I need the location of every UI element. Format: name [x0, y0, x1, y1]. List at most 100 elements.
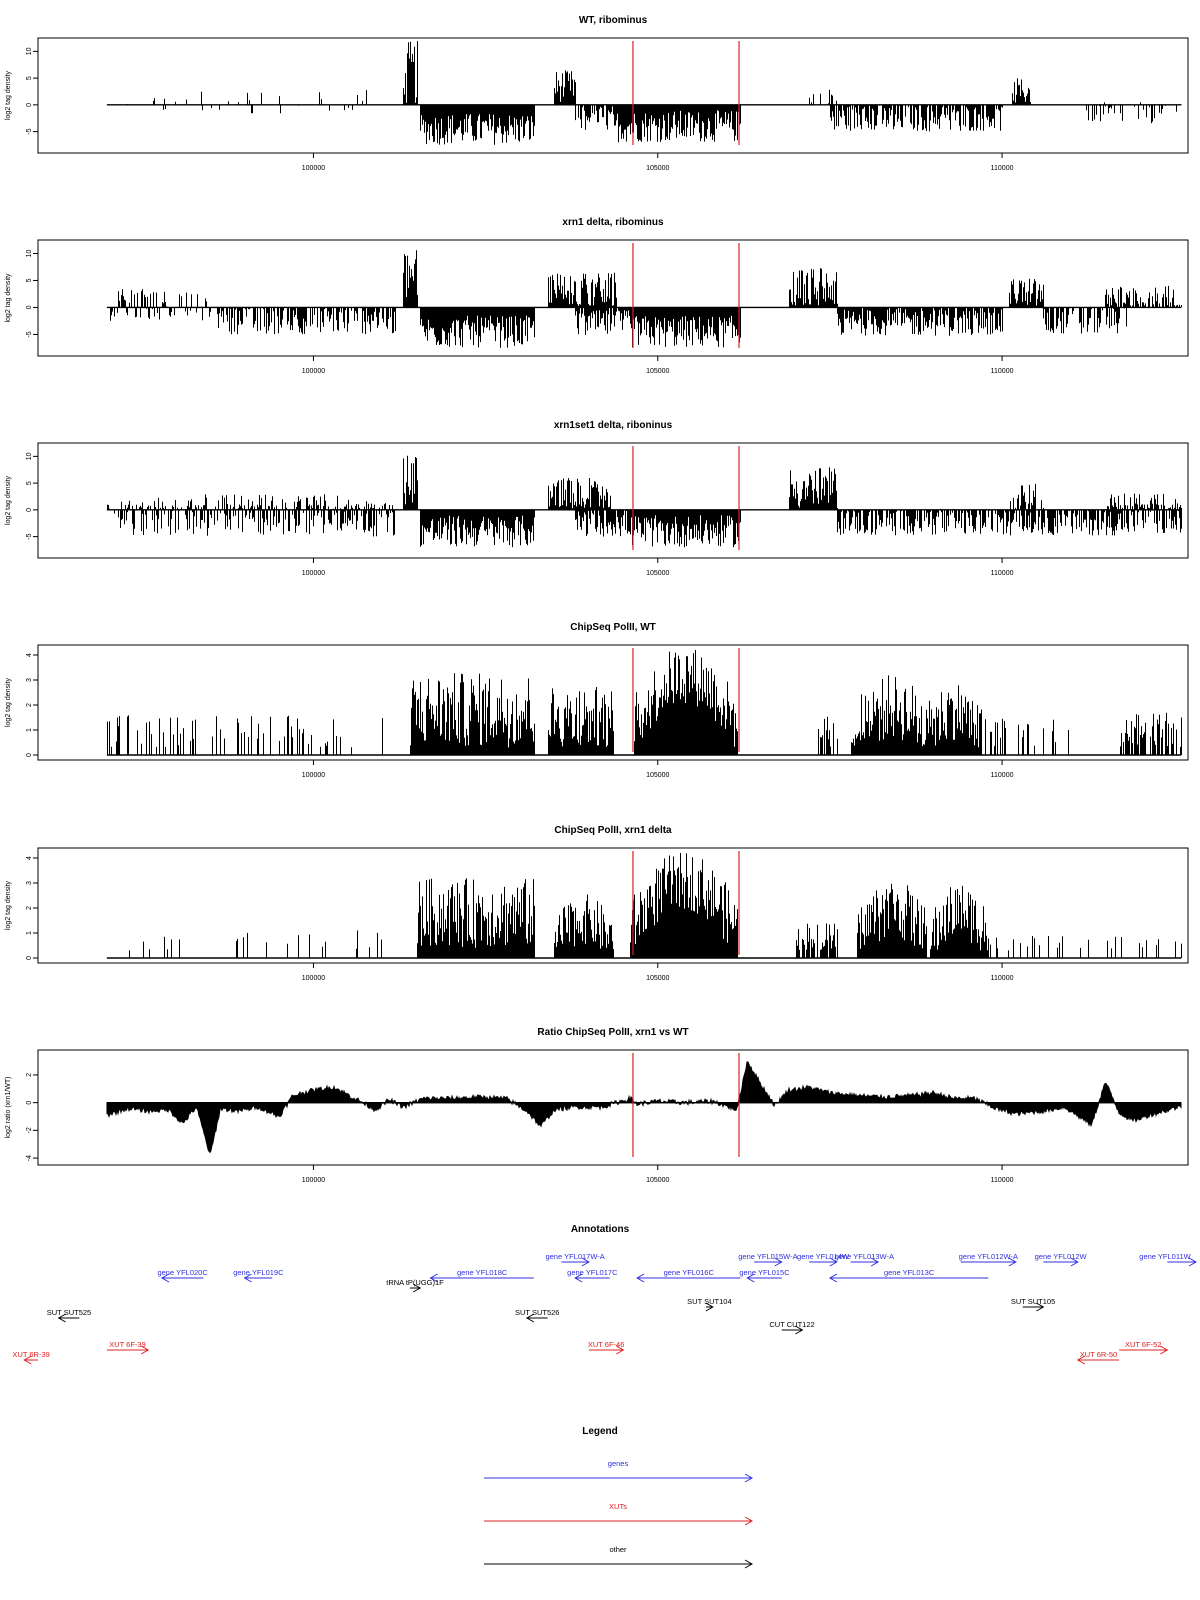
annotation-xut: XUT 6R-50 — [1076, 1350, 1120, 1365]
annotation-label: gene YFL018C — [457, 1268, 508, 1277]
annotation-gene: gene YFL013W-A — [835, 1252, 894, 1267]
legend-item-xut: XUTs — [484, 1502, 754, 1526]
annotations-title: Annotations — [571, 1224, 630, 1235]
legend-arrowhead — [744, 1516, 754, 1526]
y-axis-label: log2 tag density — [5, 880, 12, 930]
annotation-xut: XUT 6F-46 — [588, 1340, 625, 1355]
annotation-xut: XUT 6F-52 — [1119, 1340, 1169, 1355]
y-tick-label: 5 — [26, 481, 33, 485]
y-tick-label: -5 — [26, 128, 33, 134]
panel-title: Ratio ChipSeq PolII, xrn1 vs WT — [537, 1027, 688, 1038]
y-tick-label: 0 — [26, 508, 33, 512]
annotation-arrowhead — [574, 1273, 583, 1283]
y-tick-label: 1 — [26, 931, 33, 935]
annotation-other: tRNA tP(UGG)1F — [386, 1278, 444, 1293]
plot-frame — [37, 847, 1189, 964]
panel-title: xrn1set1 delta, riboninus — [554, 420, 673, 431]
annotation-label: gene YFL013C — [884, 1268, 935, 1277]
annotation-label: gene YFL012W-A — [959, 1252, 1018, 1261]
annotation-xut: XUT 6F-39 — [106, 1340, 150, 1355]
y-tick-label: 2 — [26, 1073, 33, 1077]
y-tick-label: -5 — [26, 331, 33, 337]
annotation-arrowhead — [525, 1313, 535, 1323]
x-tick-label: 105000 — [646, 368, 669, 375]
ratio-area — [106, 1061, 1182, 1154]
x-tick-label: 100000 — [302, 772, 325, 779]
annotation-other: SUT SUT526 — [515, 1308, 559, 1323]
annotation-label: gene YFL012W — [1035, 1252, 1088, 1261]
annotation-arrowhead — [23, 1355, 32, 1365]
panel-title: ChipSeq PolII, xrn1 delta — [554, 825, 672, 836]
annotation-label: XUT 6R-50 — [1080, 1350, 1117, 1359]
annotation-arrowhead — [1036, 1302, 1045, 1312]
plot-frame — [37, 644, 1189, 761]
panel-title: ChipSeq PolII, WT — [570, 622, 656, 633]
annotation-label: tRNA tP(UGG)1F — [386, 1278, 444, 1287]
annotation-arrowhead — [412, 1283, 422, 1293]
y-tick-label: 2 — [26, 703, 33, 707]
y-tick-label: 0 — [26, 1101, 33, 1105]
legend-arrowhead — [744, 1559, 754, 1569]
x-tick-label: 105000 — [646, 570, 669, 577]
annotation-gene: gene YFL017W-A — [545, 1252, 605, 1267]
annotation-label: XUT 6F-46 — [588, 1340, 625, 1349]
annotation-other: SUT SUT105 — [1011, 1297, 1055, 1312]
annotation-label: gene YFL014W — [797, 1252, 850, 1261]
panel-1: WT, ribominus -5 0 5 10 log2 tag density 10000… — [5, 15, 1189, 172]
annotation-arrowhead — [160, 1273, 170, 1283]
annotation-arrowhead — [829, 1257, 838, 1267]
annotation-arrowhead — [636, 1273, 645, 1283]
y-tick-label: -5 — [26, 533, 33, 539]
x-tick-label: 110000 — [991, 368, 1014, 375]
panel-6: Ratio ChipSeq PolII, xrn1 vs WT -4 -2 0 2 log… — [5, 1027, 1189, 1184]
x-tick-label: 110000 — [991, 975, 1014, 982]
plot-frame — [37, 239, 1189, 357]
annotation-label: XUT 6R-39 — [12, 1350, 49, 1359]
y-tick-label: 1 — [26, 728, 33, 732]
y-tick-label: 0 — [26, 956, 33, 960]
annotation-label: gene YFL017W-A — [545, 1252, 604, 1261]
annotation-gene: gene YFL012W — [1035, 1252, 1088, 1267]
annotation-label: gene YFL019C — [233, 1268, 284, 1277]
annotation-gene: gene YFL018C — [429, 1268, 534, 1283]
x-tick-label: 105000 — [646, 975, 669, 982]
y-tick-label: 3 — [26, 678, 33, 682]
x-tick-label: 105000 — [646, 772, 669, 779]
x-tick-label: 100000 — [302, 1177, 325, 1184]
annotation-arrowhead — [1070, 1257, 1079, 1267]
annotation-arrowhead — [243, 1273, 252, 1283]
annotation-gene: gene YFL015W-A — [738, 1252, 798, 1267]
annotation-arrowhead — [1076, 1355, 1086, 1365]
annotation-label: gene YFL011W — [1139, 1252, 1191, 1261]
legend-label: XUTs — [609, 1502, 627, 1511]
x-tick-label: 105000 — [646, 1177, 669, 1184]
annotation-gene: gene YFL016C — [636, 1268, 741, 1283]
panel-5: ChipSeq PolII, xrn1 delta 0 1 2 3 4 log2 tag d… — [5, 825, 1189, 982]
annotation-arrowhead — [746, 1273, 755, 1283]
annotation-gene: gene YFL017C — [567, 1268, 618, 1283]
legend-label: other — [609, 1545, 627, 1554]
panel-3: xrn1set1 delta, riboninus -5 0 5 10 log2 tag … — [5, 420, 1189, 577]
x-tick-label: 110000 — [991, 570, 1014, 577]
panel-title: xrn1 delta, ribominus — [562, 217, 664, 228]
legend-title: Legend — [582, 1426, 618, 1437]
signal-bars — [127, 41, 1182, 145]
annotation-xut: XUT 6R-39 — [12, 1350, 50, 1365]
annotation-label: SUT SUT104 — [687, 1297, 731, 1306]
annotation-other: SUT SUT525 — [47, 1308, 91, 1323]
annotation-label: gene YFL017C — [567, 1268, 618, 1277]
y-tick-label: 3 — [26, 881, 33, 885]
x-tick-label: 110000 — [991, 1177, 1014, 1184]
annotation-arrowhead — [429, 1273, 438, 1283]
annotation-other: CUT CUT122 — [769, 1320, 815, 1335]
annotation-arrowhead — [616, 1345, 625, 1355]
plot-frame — [37, 37, 1189, 154]
panel-2: xrn1 delta, ribominus -5 0 5 10 log2 tag dens… — [5, 217, 1189, 375]
plot-frame — [37, 442, 1189, 559]
x-tick-label: 105000 — [646, 165, 669, 172]
annotation-gene: gene YFL014W — [797, 1252, 850, 1267]
x-tick-label: 110000 — [991, 772, 1014, 779]
annotation-arrowhead — [828, 1273, 838, 1283]
